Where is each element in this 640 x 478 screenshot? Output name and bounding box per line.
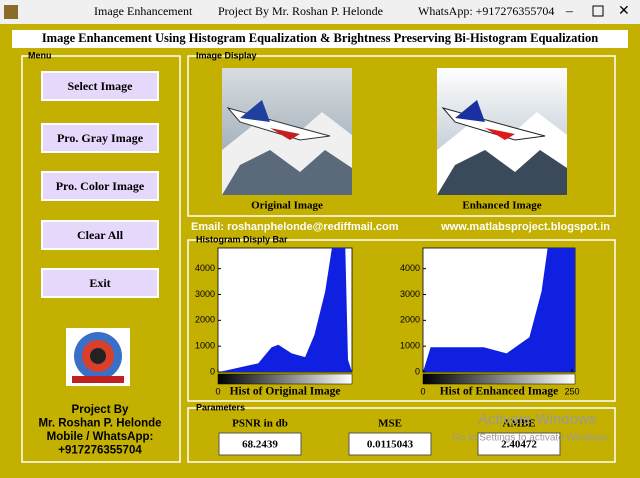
logo — [66, 328, 130, 386]
button-face[interactable] — [41, 71, 159, 101]
app-icon — [4, 5, 18, 19]
credit-line: Mobile / WhatsApp: — [47, 431, 154, 443]
y-tick-label: 3000 — [195, 289, 215, 299]
title-bar — [0, 0, 640, 24]
y-tick-label: 0 — [210, 366, 215, 376]
parameter-label: MSE — [378, 418, 402, 430]
menu-panel — [21, 55, 181, 463]
button-face[interactable] — [41, 171, 159, 201]
histogram-caption: Hist of Enhanced Image — [440, 386, 559, 398]
button-face[interactable] — [41, 268, 159, 298]
histogram-bars — [423, 248, 575, 372]
header-band — [12, 30, 628, 48]
parameter-box — [218, 432, 302, 456]
button-label[interactable]: Clear All — [77, 228, 124, 242]
credit-line: Project By — [72, 404, 129, 416]
credit-line: Mr. Roshan P. Helonde — [38, 418, 161, 430]
y-tick-label: 1000 — [400, 341, 420, 351]
y-tick-label: 1000 — [195, 341, 215, 351]
y-tick-label: 0 — [415, 366, 420, 376]
image-caption: Enhanced Image — [462, 200, 541, 212]
menu-button[interactable]: Select Image — [41, 71, 159, 101]
website-text: www.matlabsproject.blogspot.in — [440, 221, 610, 233]
parameter-box — [348, 432, 432, 456]
header-title: Image Enhancement Using Histogram Equali… — [42, 31, 598, 45]
maximize-button[interactable] — [592, 5, 604, 17]
y-tick-label: 2000 — [400, 315, 420, 325]
window-whatsapp: WhatsApp: +917276355704 — [418, 4, 554, 18]
gray-bar — [422, 373, 576, 385]
enhanced-image — [437, 68, 567, 195]
menu-button[interactable]: Pro. Gray Image — [41, 123, 159, 153]
parameter-box — [477, 432, 561, 456]
menu-button[interactable]: Pro. Color Image — [41, 171, 159, 201]
email-text: Email: roshanphelonde@rediffmail.com — [191, 221, 399, 233]
button-label[interactable]: Select Image — [68, 79, 134, 93]
button-label[interactable]: Pro. Gray Image — [57, 131, 144, 145]
x-tick-label: 0 — [215, 386, 220, 396]
x-tick-label: 0 — [420, 386, 425, 396]
original-image — [222, 68, 352, 195]
menu-title: Menu — [28, 50, 52, 60]
button-face[interactable] — [41, 220, 159, 250]
image-caption: Original Image — [251, 200, 323, 212]
parameters-panel — [187, 407, 616, 463]
watermark-title: Activate Windows — [478, 411, 596, 428]
minimize-button[interactable]: – — [565, 4, 574, 19]
credit-line: +917276355704 — [58, 445, 142, 457]
parameter-label: AMBE — [503, 418, 536, 430]
display-title: Image Display — [196, 50, 257, 60]
y-tick-label: 4000 — [195, 263, 215, 273]
x-tick-label: 250 — [565, 386, 580, 396]
histogram-caption: Hist of Original Image — [230, 386, 341, 398]
button-label[interactable]: Exit — [89, 276, 110, 290]
parameter-value: 0.0115043 — [367, 439, 414, 451]
histogram-panel — [187, 239, 616, 402]
close-button[interactable]: ✕ — [618, 4, 630, 19]
menu-button[interactable]: Exit — [41, 268, 159, 298]
menu-button[interactable]: Clear All — [41, 220, 159, 250]
button-face[interactable] — [41, 123, 159, 153]
parameters-title: Parameters — [196, 402, 245, 412]
histogram-bars — [218, 248, 352, 372]
display-panel — [187, 55, 616, 217]
y-tick-label: 4000 — [400, 263, 420, 273]
window-project: Project By Mr. Roshan P. Helonde — [218, 4, 383, 18]
window-title: Image Enhancement — [94, 4, 193, 18]
y-tick-label: 3000 — [400, 289, 420, 299]
gray-bar — [217, 373, 353, 385]
parameter-value: 2.40472 — [501, 439, 537, 451]
watermark-subtitle: Go to Settings to activate Windows. — [452, 433, 610, 444]
y-tick-label: 2000 — [195, 315, 215, 325]
parameter-value: 68.2439 — [242, 439, 278, 451]
button-label[interactable]: Pro. Color Image — [56, 179, 145, 193]
parameter-label: PSNR in db — [232, 418, 288, 430]
histogram-title: Histogram Disply Bar — [196, 234, 288, 244]
